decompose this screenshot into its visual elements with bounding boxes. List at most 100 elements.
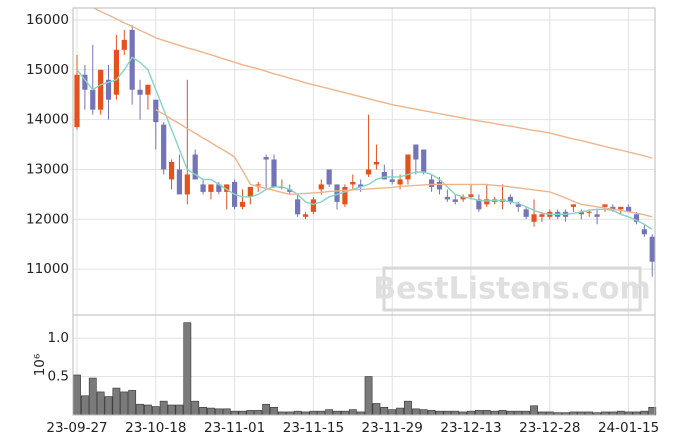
candle-body bbox=[413, 144, 419, 160]
volume-bar bbox=[333, 410, 341, 416]
candle-body bbox=[515, 204, 521, 207]
candle-body bbox=[184, 174, 190, 195]
volume-bar bbox=[96, 391, 105, 416]
volume-bar bbox=[396, 407, 404, 416]
candle-body bbox=[586, 211, 592, 213]
candle-body bbox=[389, 179, 395, 182]
candle-body bbox=[326, 169, 332, 185]
volume-bar bbox=[309, 410, 318, 416]
candle-body bbox=[137, 89, 143, 95]
candle-body bbox=[334, 184, 340, 202]
volume-bar bbox=[467, 410, 475, 416]
volume-bar bbox=[443, 410, 452, 416]
moving-average-line bbox=[92, 8, 653, 159]
candle-body bbox=[365, 169, 372, 175]
candle-body bbox=[460, 196, 466, 200]
volume-bar bbox=[364, 376, 373, 416]
volume-bar bbox=[427, 410, 436, 416]
volume-bar bbox=[144, 404, 152, 416]
y-tick-label: 16000 bbox=[26, 12, 69, 28]
volume-bar bbox=[151, 406, 160, 416]
volume-bar bbox=[348, 409, 357, 416]
candle-body bbox=[436, 181, 443, 190]
candle-body bbox=[507, 196, 513, 202]
candle-body bbox=[578, 211, 584, 215]
candle-body bbox=[145, 84, 151, 95]
candle-body bbox=[98, 69, 104, 110]
candle-body bbox=[476, 199, 482, 210]
volume-bar bbox=[451, 410, 460, 416]
volume-bar bbox=[341, 410, 349, 416]
candle-body bbox=[610, 206, 616, 210]
volume-scale-label: 10⁶ bbox=[32, 354, 48, 377]
candle-body bbox=[310, 199, 316, 212]
volume-bar bbox=[325, 409, 334, 416]
x-tick-label: 23-12-13 bbox=[440, 420, 501, 436]
volume-bar bbox=[128, 390, 137, 416]
candle-body bbox=[381, 171, 387, 180]
candle-body bbox=[539, 214, 545, 217]
x-tick-label: 23-11-15 bbox=[283, 420, 344, 436]
x-tick-label: 23-09-27 bbox=[46, 420, 107, 436]
candle-body bbox=[176, 169, 183, 195]
volume-bar bbox=[104, 396, 113, 416]
volume-bar bbox=[293, 410, 302, 416]
candle-body bbox=[208, 184, 214, 192]
candle-body bbox=[626, 206, 632, 212]
candle-body bbox=[263, 157, 269, 160]
watermark-box bbox=[382, 266, 642, 312]
candle-body bbox=[247, 186, 253, 197]
volume-bar bbox=[199, 407, 207, 416]
moving-average-line bbox=[76, 56, 653, 230]
volume-bar bbox=[498, 410, 507, 416]
volume-bar bbox=[506, 410, 515, 416]
y-tick-label: 14000 bbox=[26, 112, 69, 128]
plot-frame bbox=[72, 7, 656, 416]
x-tick-label: 23-10-18 bbox=[125, 420, 186, 436]
volume-bar bbox=[404, 400, 412, 416]
candle-body bbox=[421, 149, 427, 172]
candle-body bbox=[200, 184, 206, 192]
candle-body bbox=[397, 179, 403, 185]
volume-panel bbox=[73, 322, 657, 416]
candle-body bbox=[468, 194, 474, 197]
candle-body bbox=[90, 89, 96, 110]
volume-bar bbox=[167, 404, 176, 416]
candle-body bbox=[153, 99, 159, 123]
candle-body bbox=[318, 184, 324, 190]
volume-bar bbox=[490, 410, 499, 416]
candle-body bbox=[429, 179, 435, 187]
volume-bar bbox=[317, 410, 326, 416]
volume-bar bbox=[207, 407, 215, 416]
candle-body bbox=[452, 199, 458, 202]
candle-body bbox=[373, 161, 380, 165]
candle-body bbox=[633, 214, 640, 222]
candle-body bbox=[618, 206, 624, 210]
candle-body bbox=[649, 236, 655, 262]
candle-body bbox=[271, 159, 277, 187]
volume-bar bbox=[388, 409, 397, 416]
y-tick-label: 1.0 bbox=[48, 330, 69, 346]
volume-bar bbox=[372, 403, 381, 416]
volume-bar bbox=[191, 400, 200, 416]
candle-body bbox=[405, 154, 411, 180]
moving-average-line bbox=[155, 109, 653, 218]
volume-bar bbox=[214, 408, 223, 416]
volume-bar bbox=[616, 410, 625, 416]
volume-bar bbox=[419, 409, 428, 416]
volume-bar bbox=[522, 410, 531, 416]
candle-body bbox=[342, 186, 348, 205]
x-tick-label: 23-11-01 bbox=[204, 420, 265, 436]
volume-bar bbox=[159, 400, 168, 416]
volume-bar bbox=[270, 407, 278, 416]
volume-bar bbox=[222, 408, 231, 416]
watermark: BestListens.com bbox=[373, 272, 651, 307]
volume-bar bbox=[136, 403, 144, 416]
price-panel bbox=[74, 8, 655, 277]
volume-bar bbox=[112, 387, 121, 416]
volume-bar bbox=[474, 410, 483, 416]
candle-body bbox=[192, 154, 198, 180]
volume-bar bbox=[88, 377, 97, 416]
candle-body bbox=[74, 74, 80, 128]
